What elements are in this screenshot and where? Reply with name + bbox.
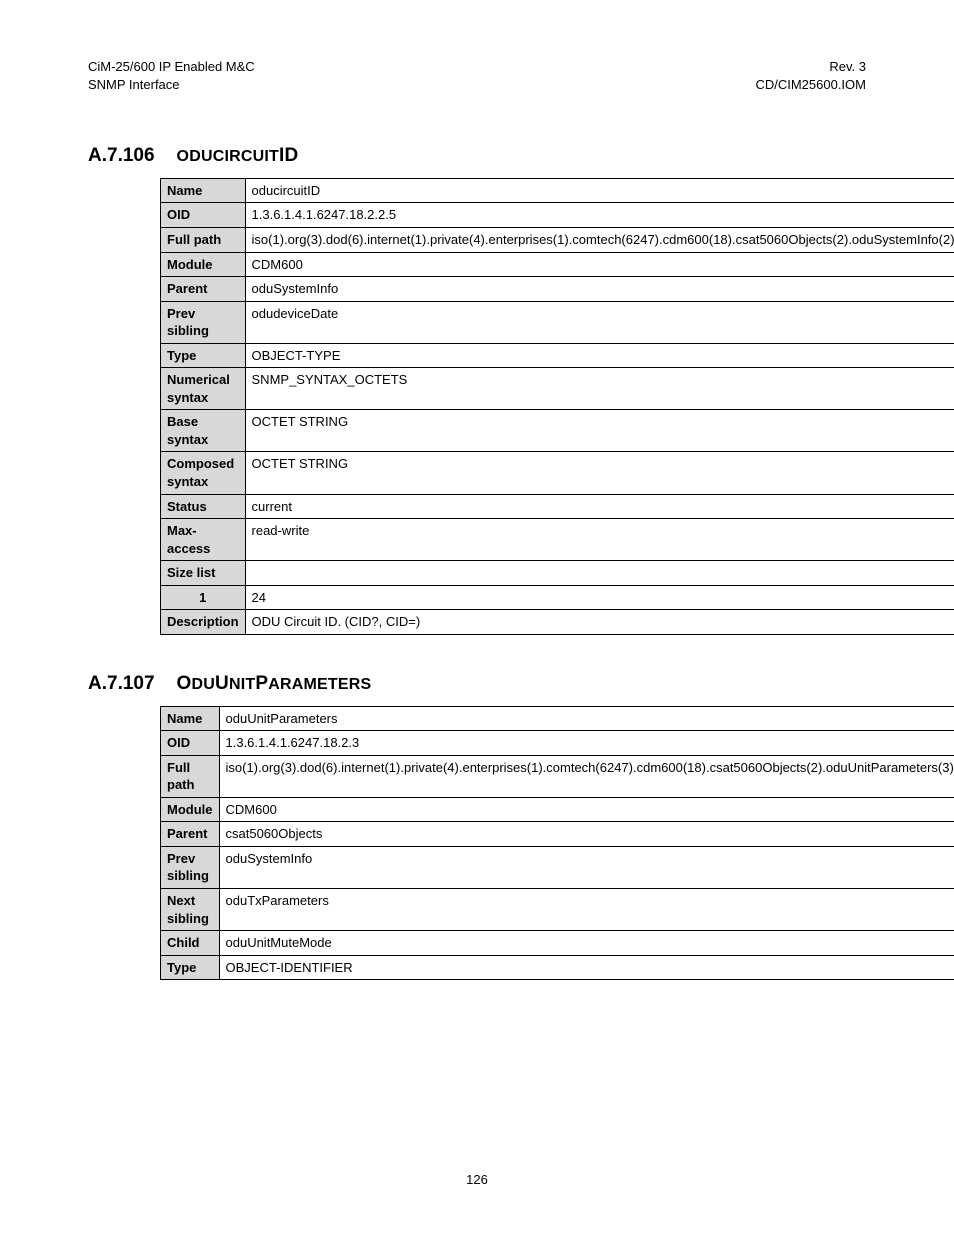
table-row: Prev siblingodudeviceDate [161, 301, 954, 343]
table-key: Full path [161, 755, 220, 797]
header-left-line1: CiM-25/600 IP Enabled M&C [88, 58, 255, 76]
table-row: ChildoduUnitMuteMode [161, 931, 954, 956]
table-value: read-write [245, 519, 954, 561]
table-row: Full pathiso(1).org(3).dod(6).internet(1… [161, 755, 954, 797]
table-value: oduSystemInfo [245, 277, 954, 302]
section-title: A.7.106 ODUCIRCUITID [88, 145, 866, 168]
table-key: Numerical syntax [161, 368, 246, 410]
section: A.7.107ODUUNITPARAMETERSNameoduUnitParam… [88, 673, 866, 980]
table-key: Composed syntax [161, 452, 246, 494]
table-row: TypeOBJECT-IDENTIFIER [161, 955, 954, 980]
section: A.7.106ODUCIRCUITIDNameoducircuitIDOID1.… [88, 145, 866, 635]
table-value: oduUnitParameters [219, 706, 954, 731]
section-number: A.7.107 [88, 673, 155, 694]
table-key: Type [161, 343, 246, 368]
table-row: ModuleCDM600 [161, 797, 954, 822]
table-key: Description [161, 610, 246, 635]
table-value [245, 561, 954, 586]
page: CiM-25/600 IP Enabled M&C SNMP Interface… [0, 0, 954, 1235]
header-left-line2: SNMP Interface [88, 76, 255, 94]
mib-table: NameoducircuitIDOID1.3.6.1.4.1.6247.18.2… [160, 178, 954, 635]
table-row: ParentoduSystemInfo [161, 277, 954, 302]
table-key: Full path [161, 227, 246, 252]
table-value: oducircuitID [245, 178, 954, 203]
table-row: ModuleCDM600 [161, 252, 954, 277]
table-value: csat5060Objects [219, 822, 954, 847]
table-value: 1.3.6.1.4.1.6247.18.2.2.5 [245, 203, 954, 228]
table-key: Parent [161, 822, 220, 847]
header-left: CiM-25/600 IP Enabled M&C SNMP Interface [88, 58, 255, 93]
table-key: Prev sibling [161, 846, 220, 888]
table-value: OCTET STRING [245, 410, 954, 452]
table-row: Size list [161, 561, 954, 586]
table-key: Base syntax [161, 410, 246, 452]
table-row: NameoduUnitParameters [161, 706, 954, 731]
table-row: OID1.3.6.1.4.1.6247.18.2.3 [161, 731, 954, 756]
page-header: CiM-25/600 IP Enabled M&C SNMP Interface… [88, 58, 866, 93]
table-value: current [245, 494, 954, 519]
table-value: 1.3.6.1.4.1.6247.18.2.3 [219, 731, 954, 756]
mib-table: NameoduUnitParametersOID1.3.6.1.4.1.6247… [160, 706, 954, 981]
table-row: Prev siblingoduSystemInfo [161, 846, 954, 888]
section-number: A.7.106 [88, 145, 155, 166]
table-key: Max-access [161, 519, 246, 561]
section-name: ODUUNITPARAMETERS [177, 676, 372, 693]
table-value: OCTET STRING [245, 452, 954, 494]
table-key: Prev sibling [161, 301, 246, 343]
table-row: Parentcsat5060Objects [161, 822, 954, 847]
table-value: CDM600 [245, 252, 954, 277]
table-row: DescriptionODU Circuit ID. (CID?, CID=) [161, 610, 954, 635]
table-key: Parent [161, 277, 246, 302]
table-key: Child [161, 931, 220, 956]
table-value: iso(1).org(3).dod(6).internet(1).private… [245, 227, 954, 252]
table-row: Full pathiso(1).org(3).dod(6).internet(1… [161, 227, 954, 252]
table-row: Next siblingoduTxParameters [161, 889, 954, 931]
table-key: Name [161, 178, 246, 203]
table-key: Module [161, 797, 220, 822]
page-number: 126 [0, 1172, 954, 1187]
table-key: Module [161, 252, 246, 277]
table-row: Max-accessread-write [161, 519, 954, 561]
table-value: CDM600 [219, 797, 954, 822]
table-key: OID [161, 731, 220, 756]
table-key: Status [161, 494, 246, 519]
section-name: ODUCIRCUITID [177, 148, 299, 165]
table-row: Numerical syntaxSNMP_SYNTAX_OCTETS [161, 368, 954, 410]
header-right-line2: CD/CIM25600.IOM [755, 76, 866, 94]
table-key: OID [161, 203, 246, 228]
header-right: Rev. 3 CD/CIM25600.IOM [755, 58, 866, 93]
table-value: OBJECT-IDENTIFIER [219, 955, 954, 980]
table-row: 124 [161, 585, 954, 610]
table-key: Next sibling [161, 889, 220, 931]
table-value: iso(1).org(3).dod(6).internet(1).private… [219, 755, 954, 797]
table-row: TypeOBJECT-TYPE [161, 343, 954, 368]
table-key: Type [161, 955, 220, 980]
table-value: oduUnitMuteMode [219, 931, 954, 956]
table-key: Name [161, 706, 220, 731]
table-key: 1 [161, 585, 246, 610]
table-value: SNMP_SYNTAX_OCTETS [245, 368, 954, 410]
section-title: A.7.107 ODUUNITPARAMETERS [88, 673, 866, 696]
table-value: odudeviceDate [245, 301, 954, 343]
sections-container: A.7.106ODUCIRCUITIDNameoducircuitIDOID1.… [88, 145, 866, 980]
table-row: Base syntaxOCTET STRING [161, 410, 954, 452]
table-value: oduSystemInfo [219, 846, 954, 888]
table-value: 24 [245, 585, 954, 610]
table-key: Size list [161, 561, 246, 586]
table-value: OBJECT-TYPE [245, 343, 954, 368]
table-row: Statuscurrent [161, 494, 954, 519]
table-row: NameoducircuitID [161, 178, 954, 203]
header-right-line1: Rev. 3 [755, 58, 866, 76]
table-row: OID1.3.6.1.4.1.6247.18.2.2.5 [161, 203, 954, 228]
table-value: ODU Circuit ID. (CID?, CID=) [245, 610, 954, 635]
table-row: Composed syntaxOCTET STRING [161, 452, 954, 494]
table-value: oduTxParameters [219, 889, 954, 931]
